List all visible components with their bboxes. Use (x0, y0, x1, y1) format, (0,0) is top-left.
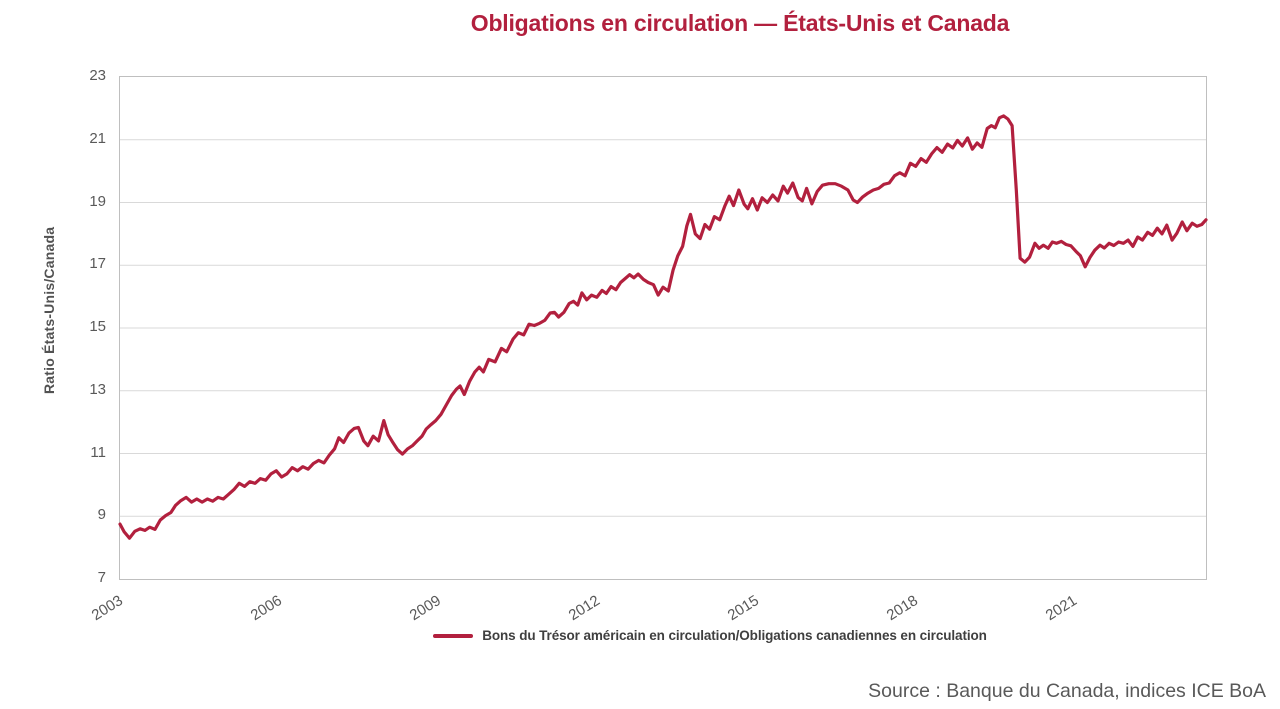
legend: Bons du Trésor américain en circulation/… (140, 628, 1280, 643)
y-tick-label: 7 (97, 569, 106, 586)
plot-area (118, 76, 1208, 580)
y-tick-label: 17 (89, 255, 106, 273)
line-chart-svg (118, 114, 1208, 540)
x-tick-label: 2012 (565, 592, 603, 625)
source-note: Source : Banque du Canada, indices ICE B… (868, 680, 1266, 702)
y-tick-label: 13 (89, 380, 106, 398)
x-tick-label: 2003 (88, 592, 127, 625)
x-tick-label: 2015 (724, 592, 762, 625)
x-tick-label: 2021 (1042, 592, 1080, 625)
x-tick-label: 2009 (406, 592, 444, 625)
x-tick-label: 2018 (883, 592, 921, 625)
x-tick-label: 2006 (247, 592, 285, 625)
y-tick-label: 11 (90, 443, 106, 461)
y-tick-label: 23 (89, 67, 106, 84)
y-tick-label: 19 (89, 192, 106, 210)
y-tick-label: 15 (89, 318, 106, 335)
y-tick-label: 21 (89, 129, 106, 147)
legend-line-swatch (433, 633, 474, 638)
data-line (118, 114, 1208, 540)
chart-title: Obligations en circulation — États-Unis … (470, 10, 1010, 36)
y-tick-label: 9 (97, 506, 106, 524)
legend-label: Bons du Trésor américain en circulation/… (482, 628, 987, 643)
